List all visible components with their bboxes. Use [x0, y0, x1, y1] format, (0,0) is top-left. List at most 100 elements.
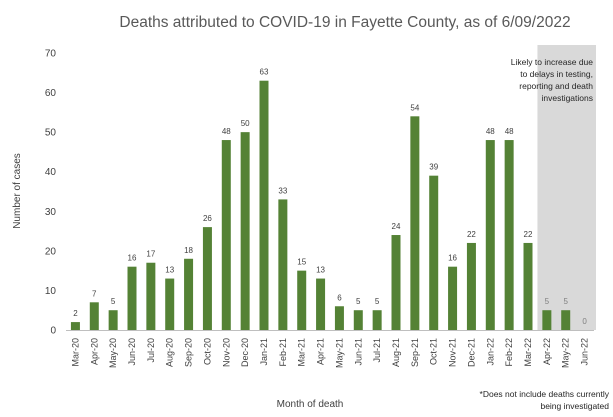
x-tick-label: Apr-21	[316, 338, 326, 365]
bars-layer	[70, 80, 571, 330]
data-label: 17	[146, 250, 155, 259]
x-tick-label: Dec-21	[466, 338, 476, 367]
data-label: 24	[392, 222, 401, 231]
data-label: 18	[184, 246, 193, 255]
shaded-region-annotation: Likely to increase due to delays in testi…	[511, 57, 593, 103]
bar-May-20	[108, 310, 118, 330]
x-tick-label: May-21	[334, 338, 344, 368]
y-tick-label: 60	[45, 88, 57, 99]
x-tick-label: Feb-22	[504, 338, 514, 367]
footnote: *Does not include deaths currently being …	[480, 389, 610, 411]
bar-May-22	[561, 310, 571, 330]
data-label: 13	[165, 266, 174, 275]
bar-Jul-20	[146, 262, 156, 330]
bar-Mar-20	[70, 322, 80, 330]
bar-Apr-21	[316, 278, 326, 330]
data-label: 22	[467, 230, 476, 239]
data-label: 50	[241, 119, 250, 128]
x-tick-label: Mar-20	[70, 338, 80, 367]
y-tick-label: 70	[45, 49, 57, 60]
bar-Sep-20	[184, 258, 194, 330]
bar-Jun-21	[353, 310, 363, 330]
x-axis-label: Month of death	[277, 399, 344, 410]
bar-Aug-20	[165, 278, 175, 330]
x-tick-label: Jun-22	[580, 338, 590, 366]
x-tick-label: Dec-20	[240, 338, 250, 367]
y-tick-label: 10	[45, 286, 57, 297]
x-tick-label: Nov-21	[448, 338, 458, 367]
bar-May-21	[334, 306, 344, 330]
data-label: 2	[73, 309, 78, 318]
x-tick-label: May-20	[108, 338, 118, 368]
bar-Oct-20	[202, 227, 212, 330]
bar-Oct-21	[429, 175, 439, 330]
x-tick-label: Jan-22	[485, 338, 495, 366]
bar-Nov-20	[221, 140, 231, 330]
data-label: 16	[128, 254, 137, 263]
text-layer: Deaths attributed to COVID-19 in Fayette…	[12, 14, 610, 411]
x-tick-label: Apr-20	[89, 338, 99, 365]
shaded-region	[537, 45, 596, 330]
x-tick-label: Jun-20	[127, 338, 137, 366]
y-tick-label: 50	[45, 128, 57, 139]
bar-Jun-20	[127, 266, 137, 330]
y-tick-label: 40	[45, 167, 57, 178]
data-label: 48	[505, 127, 514, 136]
shaded-region-layer	[537, 45, 596, 330]
data-label: 39	[429, 163, 438, 172]
bar-Feb-22	[504, 140, 514, 330]
bar-Sep-21	[410, 116, 420, 330]
data-label: 22	[524, 230, 533, 239]
x-tick-label: Feb-21	[278, 338, 288, 367]
data-label: 0	[582, 317, 587, 326]
data-label: 5	[356, 297, 361, 306]
y-tick-label: 0	[50, 326, 56, 337]
bar-Nov-21	[448, 266, 458, 330]
x-tick-label: Oct-20	[202, 338, 212, 365]
bar-Jul-21	[372, 310, 382, 330]
bar-Feb-21	[278, 199, 288, 330]
x-tick-label: Mar-22	[523, 338, 533, 367]
x-tick-label: Sep-21	[410, 338, 420, 367]
x-tick-label: Aug-20	[165, 338, 175, 367]
data-label: 5	[563, 297, 568, 306]
data-label: 26	[203, 214, 212, 223]
data-label: 54	[410, 103, 419, 112]
bar-Mar-21	[297, 270, 307, 330]
bar-Dec-21	[466, 242, 476, 330]
x-tick-label: May-22	[561, 338, 571, 368]
x-tick-label: Apr-22	[542, 338, 552, 365]
y-tick-label: 30	[45, 207, 57, 218]
data-label: 63	[260, 68, 269, 77]
data-label: 48	[222, 127, 231, 136]
bar-Dec-20	[240, 132, 250, 330]
bar-Mar-22	[523, 242, 533, 330]
x-tick-label: Jun-21	[353, 338, 363, 366]
x-tick-label: Aug-21	[391, 338, 401, 367]
data-label: 15	[297, 258, 306, 267]
x-tick-label: Jan-21	[259, 338, 269, 366]
bar-Jan-21	[259, 80, 269, 330]
bar-Apr-22	[542, 310, 552, 330]
x-tick-label: Oct-21	[429, 338, 439, 365]
x-tick-label: Mar-21	[297, 338, 307, 367]
x-tick-label: Nov-20	[221, 338, 231, 367]
y-axis-label: Number of cases	[12, 153, 23, 229]
x-tick-label: Jul-20	[146, 338, 156, 363]
data-label: 48	[486, 127, 495, 136]
bar-Apr-20	[89, 302, 99, 330]
data-label: 5	[111, 297, 116, 306]
bar-Jan-22	[485, 140, 495, 330]
data-label: 5	[375, 297, 380, 306]
x-tick-label: Jul-21	[372, 338, 382, 363]
data-label: 5	[545, 297, 550, 306]
bar-Aug-21	[391, 235, 401, 330]
data-label: 6	[337, 293, 342, 302]
y-tick-label: 20	[45, 246, 57, 257]
chart-title: Deaths attributed to COVID-19 in Fayette…	[119, 14, 570, 31]
data-label: 16	[448, 254, 457, 263]
